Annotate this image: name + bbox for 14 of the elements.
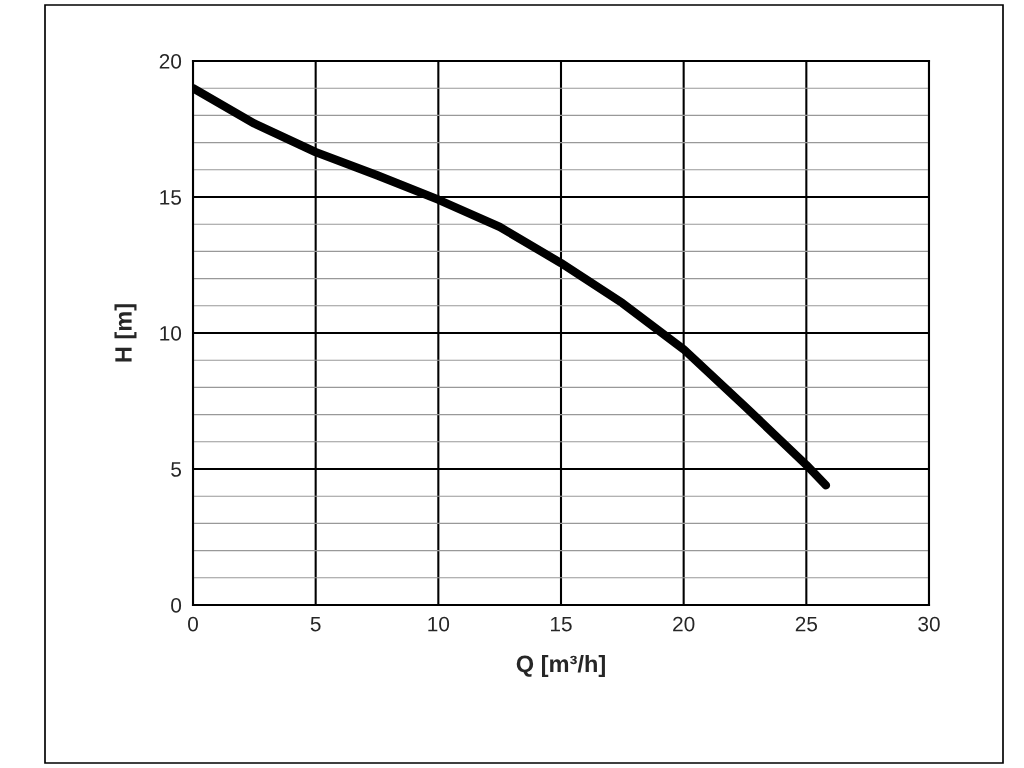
y-tick-label: 15: [160, 190, 182, 205]
y-axis-title: H [m]: [114, 304, 137, 362]
y-tick-label: 20: [159, 54, 182, 69]
x-axis-title: Q [m³/h]: [516, 654, 605, 677]
x-tick-label: 15: [551, 616, 572, 632]
x-tick-label: 30: [918, 616, 940, 632]
y-tick-label: 0: [171, 598, 182, 613]
y-tick-label: 5: [171, 462, 182, 477]
x-tick-label: 20: [673, 616, 695, 632]
y-tick-label: 10: [160, 326, 182, 341]
x-tick-label: 25: [795, 616, 818, 632]
x-tick-label: 0: [188, 616, 198, 632]
x-tick-label: 5: [310, 616, 321, 632]
x-tick-label: 10: [428, 616, 450, 632]
